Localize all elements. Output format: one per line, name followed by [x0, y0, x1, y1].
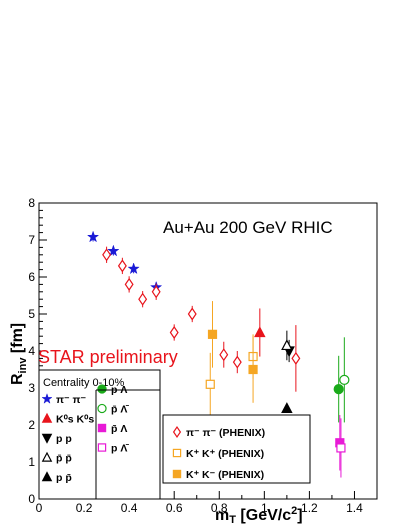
legend-item: K⁺ K⁻ (PHENIX) — [172, 469, 264, 481]
y-tick-label: 2 — [28, 418, 35, 432]
y-tick-label: 8 — [28, 196, 35, 210]
legend-label: K⁺ K⁺ (PHENIX) — [186, 448, 264, 460]
x-tick-label: 1.4 — [346, 501, 363, 515]
y-axis-label: Rinv [fm] — [9, 323, 29, 385]
data-point — [333, 355, 344, 423]
data-point — [232, 351, 242, 374]
data-point — [86, 230, 100, 243]
data-point — [107, 244, 120, 257]
data-point — [248, 336, 258, 403]
x-tick-label: 0.4 — [121, 501, 138, 515]
series-1 — [102, 246, 301, 392]
data-point — [281, 330, 293, 361]
data-point — [102, 246, 112, 263]
x-axis: 0 0.2 0.4 0.6 0.8 1 1.2 1.4 — [36, 491, 363, 515]
series-7 — [281, 402, 293, 413]
legend-item: p̄ p̄ — [41, 451, 72, 465]
legend-label: p̄ p̄ — [56, 453, 72, 465]
legend-label: p p̄ — [56, 472, 72, 484]
series-6 — [281, 330, 293, 361]
legend-phenix: π⁻ π⁻ (PHENIX) K⁺ K⁺ (PHENIX) K⁺ K⁻ (PHENI… — [162, 414, 311, 484]
legend-item: p Λ̄ — [97, 443, 129, 455]
y-tick-label: 5 — [28, 307, 35, 321]
series-2 — [254, 308, 266, 357]
legend-label: p Λ̄ — [111, 443, 129, 455]
y-tick-label: 0 — [28, 492, 35, 506]
data-point — [254, 308, 266, 357]
data-point — [205, 352, 215, 416]
legend-item: p p — [41, 433, 72, 445]
data-point — [336, 418, 346, 478]
series-4 — [207, 301, 258, 403]
star-preliminary-label: STAR preliminary — [38, 347, 178, 367]
data-point — [207, 301, 218, 368]
y-tick-label: 7 — [28, 233, 35, 247]
legend-item: p̄ Λ̄ — [97, 404, 129, 416]
y-tick-label: 6 — [28, 270, 35, 284]
legend-label: K⁰s K⁰s — [56, 414, 94, 426]
series-0 — [86, 230, 163, 293]
chart-title: Au+Au 200 GeV RHIC — [163, 218, 333, 237]
legend-item: p̄ Λ — [97, 423, 127, 435]
series-10 — [335, 415, 345, 471]
series-9 — [339, 337, 350, 423]
y-tick-label: 1 — [28, 455, 35, 469]
x-axis-label: mT [GeV/c2] — [215, 505, 303, 526]
series-3 — [205, 334, 258, 416]
data-points — [86, 230, 350, 478]
legend-item: p p̄ — [41, 471, 72, 484]
data-point — [124, 276, 134, 293]
legend-label: π⁻ π⁻ — [56, 394, 87, 406]
y-tick-label: 3 — [28, 381, 35, 395]
series-11 — [336, 418, 346, 478]
data-point — [281, 402, 293, 413]
x-tick-label: 0 — [36, 501, 43, 515]
legend-label: p̄ Λ — [111, 423, 127, 435]
x-tick-label: 0.8 — [211, 501, 228, 515]
series-8 — [333, 355, 344, 423]
legend-item: K⁺ K⁺ (PHENIX) — [172, 448, 264, 460]
data-point — [138, 291, 148, 308]
data-point — [117, 257, 127, 275]
legend-item: π⁻ π⁻ — [41, 393, 87, 406]
data-point — [187, 305, 197, 323]
y-tick-label: 4 — [28, 344, 35, 358]
legend-label: K⁺ K⁻ (PHENIX) — [186, 469, 264, 481]
legend-item: K⁰s K⁰s — [41, 412, 94, 426]
data-point — [291, 325, 301, 392]
x-tick-label: 0.2 — [76, 501, 93, 515]
data-point — [335, 415, 345, 471]
data-point — [169, 324, 179, 341]
legend-label: p p — [56, 433, 72, 445]
legend-item: π⁻ π⁻ (PHENIX) — [172, 425, 265, 439]
x-tick-label: 1.2 — [301, 501, 318, 515]
data-point — [339, 337, 350, 423]
data-point — [151, 283, 161, 300]
legend-label: p̄ Λ̄ — [111, 404, 129, 416]
data-point — [219, 341, 229, 368]
legend-label: π⁻ π⁻ (PHENIX) — [186, 427, 265, 439]
x-tick-label: 1 — [261, 501, 268, 515]
x-tick-label: 0.6 — [166, 501, 183, 515]
data-point — [127, 262, 140, 275]
